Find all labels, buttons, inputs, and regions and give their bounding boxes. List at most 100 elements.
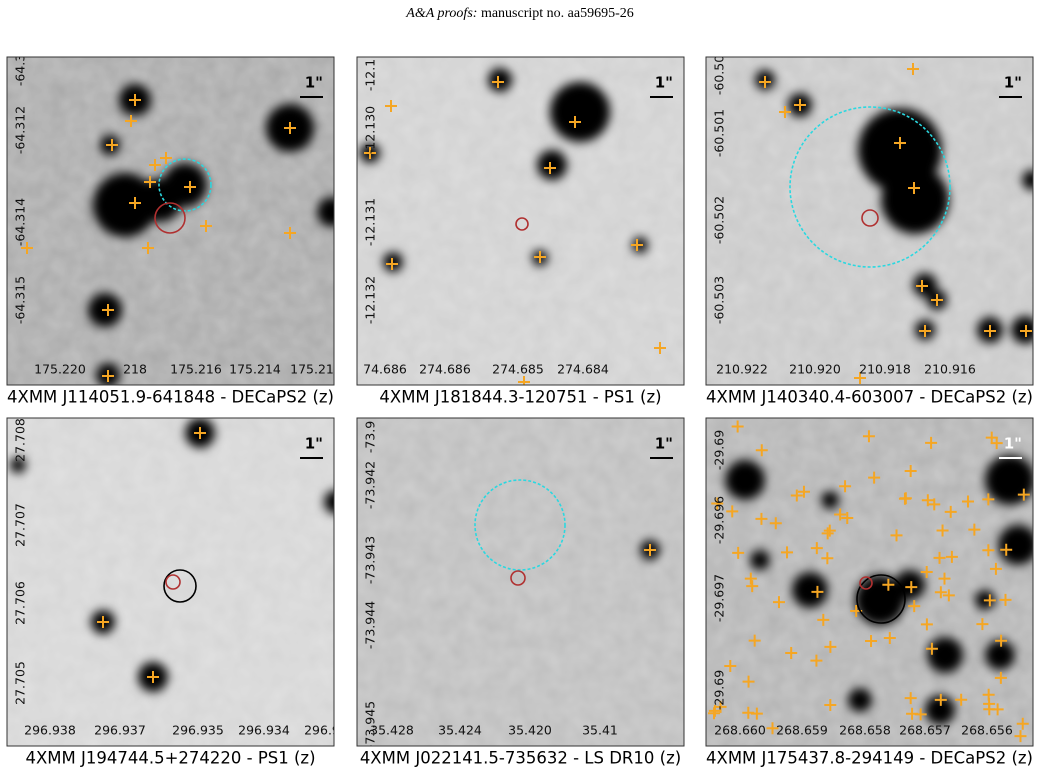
scale-label: 1" bbox=[655, 435, 673, 453]
catalog-cross bbox=[544, 162, 556, 174]
y-tick-label: -73.944 bbox=[363, 601, 378, 649]
source-blob bbox=[848, 688, 872, 712]
y-tick-label: -64.312 bbox=[13, 106, 28, 154]
catalog-cross bbox=[982, 688, 995, 701]
catalog-cross bbox=[919, 325, 931, 337]
catalog-cross bbox=[654, 342, 666, 354]
catalog-cross bbox=[982, 493, 995, 506]
manuscript: manuscript no. aa59695-26 bbox=[481, 6, 634, 21]
catalog-cross bbox=[868, 471, 881, 484]
x-tick-label: 175.214 bbox=[229, 362, 281, 377]
x-tick-label: 35.428 bbox=[370, 723, 414, 738]
catalog-cross bbox=[142, 242, 154, 254]
x-tick-label: 268.659 bbox=[776, 723, 828, 738]
catalog-cross bbox=[821, 552, 834, 565]
catalog-cross bbox=[772, 596, 785, 609]
sky-image: 1" -60.50 -60.501 -60.502 -60.503 210.922 210.… bbox=[706, 57, 1033, 385]
y-tick-label: -29.696 bbox=[712, 496, 727, 544]
catalog-cross bbox=[755, 444, 768, 457]
x-tick-label: 210.918 bbox=[859, 362, 911, 377]
x-tick-label: 296.938 bbox=[24, 723, 76, 738]
catalog-cross bbox=[994, 671, 1007, 684]
error-circle bbox=[856, 574, 906, 624]
catalog-cross bbox=[854, 372, 866, 384]
catalog-cross bbox=[194, 427, 206, 439]
sources bbox=[725, 455, 1033, 725]
catalog-cross bbox=[925, 436, 938, 449]
panel-caption: 4XMM J175437.8-294149 - DECaPS2 (z) bbox=[706, 749, 1033, 768]
catalog-cross bbox=[781, 546, 794, 559]
image-frame bbox=[356, 417, 685, 747]
x-tick-label: 268.657 bbox=[899, 723, 951, 738]
catalog-cross bbox=[936, 524, 949, 537]
catalog-cross bbox=[904, 692, 917, 705]
catalog-cross bbox=[824, 699, 837, 712]
catalog-cross bbox=[984, 325, 996, 337]
sky-image: 1"-73.9-73.942-73.943-73.944-73.94535.42… bbox=[357, 418, 684, 746]
catalog-cross bbox=[492, 76, 504, 88]
catalog-cross bbox=[766, 722, 779, 735]
catalog-cross bbox=[862, 430, 875, 443]
error-circle bbox=[515, 217, 529, 231]
catalog-cross bbox=[21, 242, 33, 254]
error-circle bbox=[859, 576, 873, 590]
source-blob bbox=[985, 455, 1033, 505]
catalog-cross bbox=[908, 600, 921, 613]
catalog-cross bbox=[817, 613, 830, 626]
image-panel: 1" -64.3 -64.312 -64.314 -64.315 175.220 218 17… bbox=[6, 56, 335, 407]
y-tick-label: -12.1 bbox=[363, 59, 378, 91]
source-blob bbox=[985, 640, 1015, 670]
catalog-cross bbox=[890, 529, 903, 542]
catalog-cross bbox=[989, 562, 1002, 575]
catalog-cross bbox=[200, 220, 212, 232]
scale-label: 1" bbox=[305, 74, 323, 92]
catalog-cross bbox=[955, 693, 968, 706]
image-frame bbox=[6, 417, 335, 747]
catalog-cross bbox=[742, 706, 755, 719]
catalog-cross bbox=[385, 100, 397, 112]
panel-caption: 4XMM J194744.5+274220 - PS1 (z) bbox=[25, 749, 315, 768]
source-blob bbox=[855, 575, 905, 625]
error-circle bbox=[165, 574, 181, 590]
sky-image: 1" 27.708 27.707 27.706 27.705 296.938 296.937… bbox=[7, 418, 334, 746]
x-tick-label: 268.658 bbox=[839, 723, 891, 738]
catalog-cross bbox=[931, 294, 943, 306]
image-noise bbox=[7, 418, 334, 746]
catalog-cross bbox=[769, 517, 782, 530]
x-tick-label: 274.686 bbox=[419, 362, 471, 377]
catalog-cross bbox=[976, 618, 989, 631]
catalog-cross bbox=[821, 527, 834, 540]
x-tick-label: 296.937 bbox=[94, 723, 146, 738]
source-blob bbox=[550, 82, 610, 142]
catalog-cross bbox=[569, 116, 581, 128]
catalog-cross bbox=[839, 480, 852, 493]
catalog-cross bbox=[823, 524, 836, 537]
y-tick-label: -12.130 bbox=[363, 106, 378, 154]
catalog-cross bbox=[534, 251, 546, 263]
catalog-cross bbox=[714, 700, 727, 713]
y-tick-label: 27.706 bbox=[13, 581, 28, 625]
catalog-cross bbox=[364, 147, 376, 159]
sky-image: 1" -29.69 -29.696 -29.697 -29.69 268.660 268.6… bbox=[706, 418, 1033, 746]
image-frame bbox=[705, 417, 1034, 747]
x-tick-label: 35.41 bbox=[582, 723, 618, 738]
x-tick-label: 74.686 bbox=[363, 362, 407, 377]
catalog-cross bbox=[724, 660, 737, 673]
catalog-cross bbox=[995, 634, 1008, 647]
journal: A&A proofs: bbox=[405, 6, 477, 21]
catalog-cross bbox=[284, 122, 296, 134]
source-blob bbox=[1022, 170, 1033, 190]
catalog-cross bbox=[1017, 488, 1030, 501]
catalog-cross bbox=[894, 137, 906, 149]
x-tick-label: 296.934 bbox=[238, 723, 290, 738]
source-blob bbox=[998, 525, 1033, 565]
x-tick-label: 175.21 bbox=[290, 362, 334, 377]
catalog-cross bbox=[1014, 730, 1027, 743]
image-frame bbox=[705, 56, 1034, 386]
source-blob bbox=[925, 695, 955, 725]
catalog-cross bbox=[284, 227, 296, 239]
y-tick-label: -60.501 bbox=[712, 109, 727, 157]
source-blob bbox=[927, 637, 963, 673]
catalog-cross bbox=[907, 63, 919, 75]
x-tick-label: 175.216 bbox=[170, 362, 222, 377]
